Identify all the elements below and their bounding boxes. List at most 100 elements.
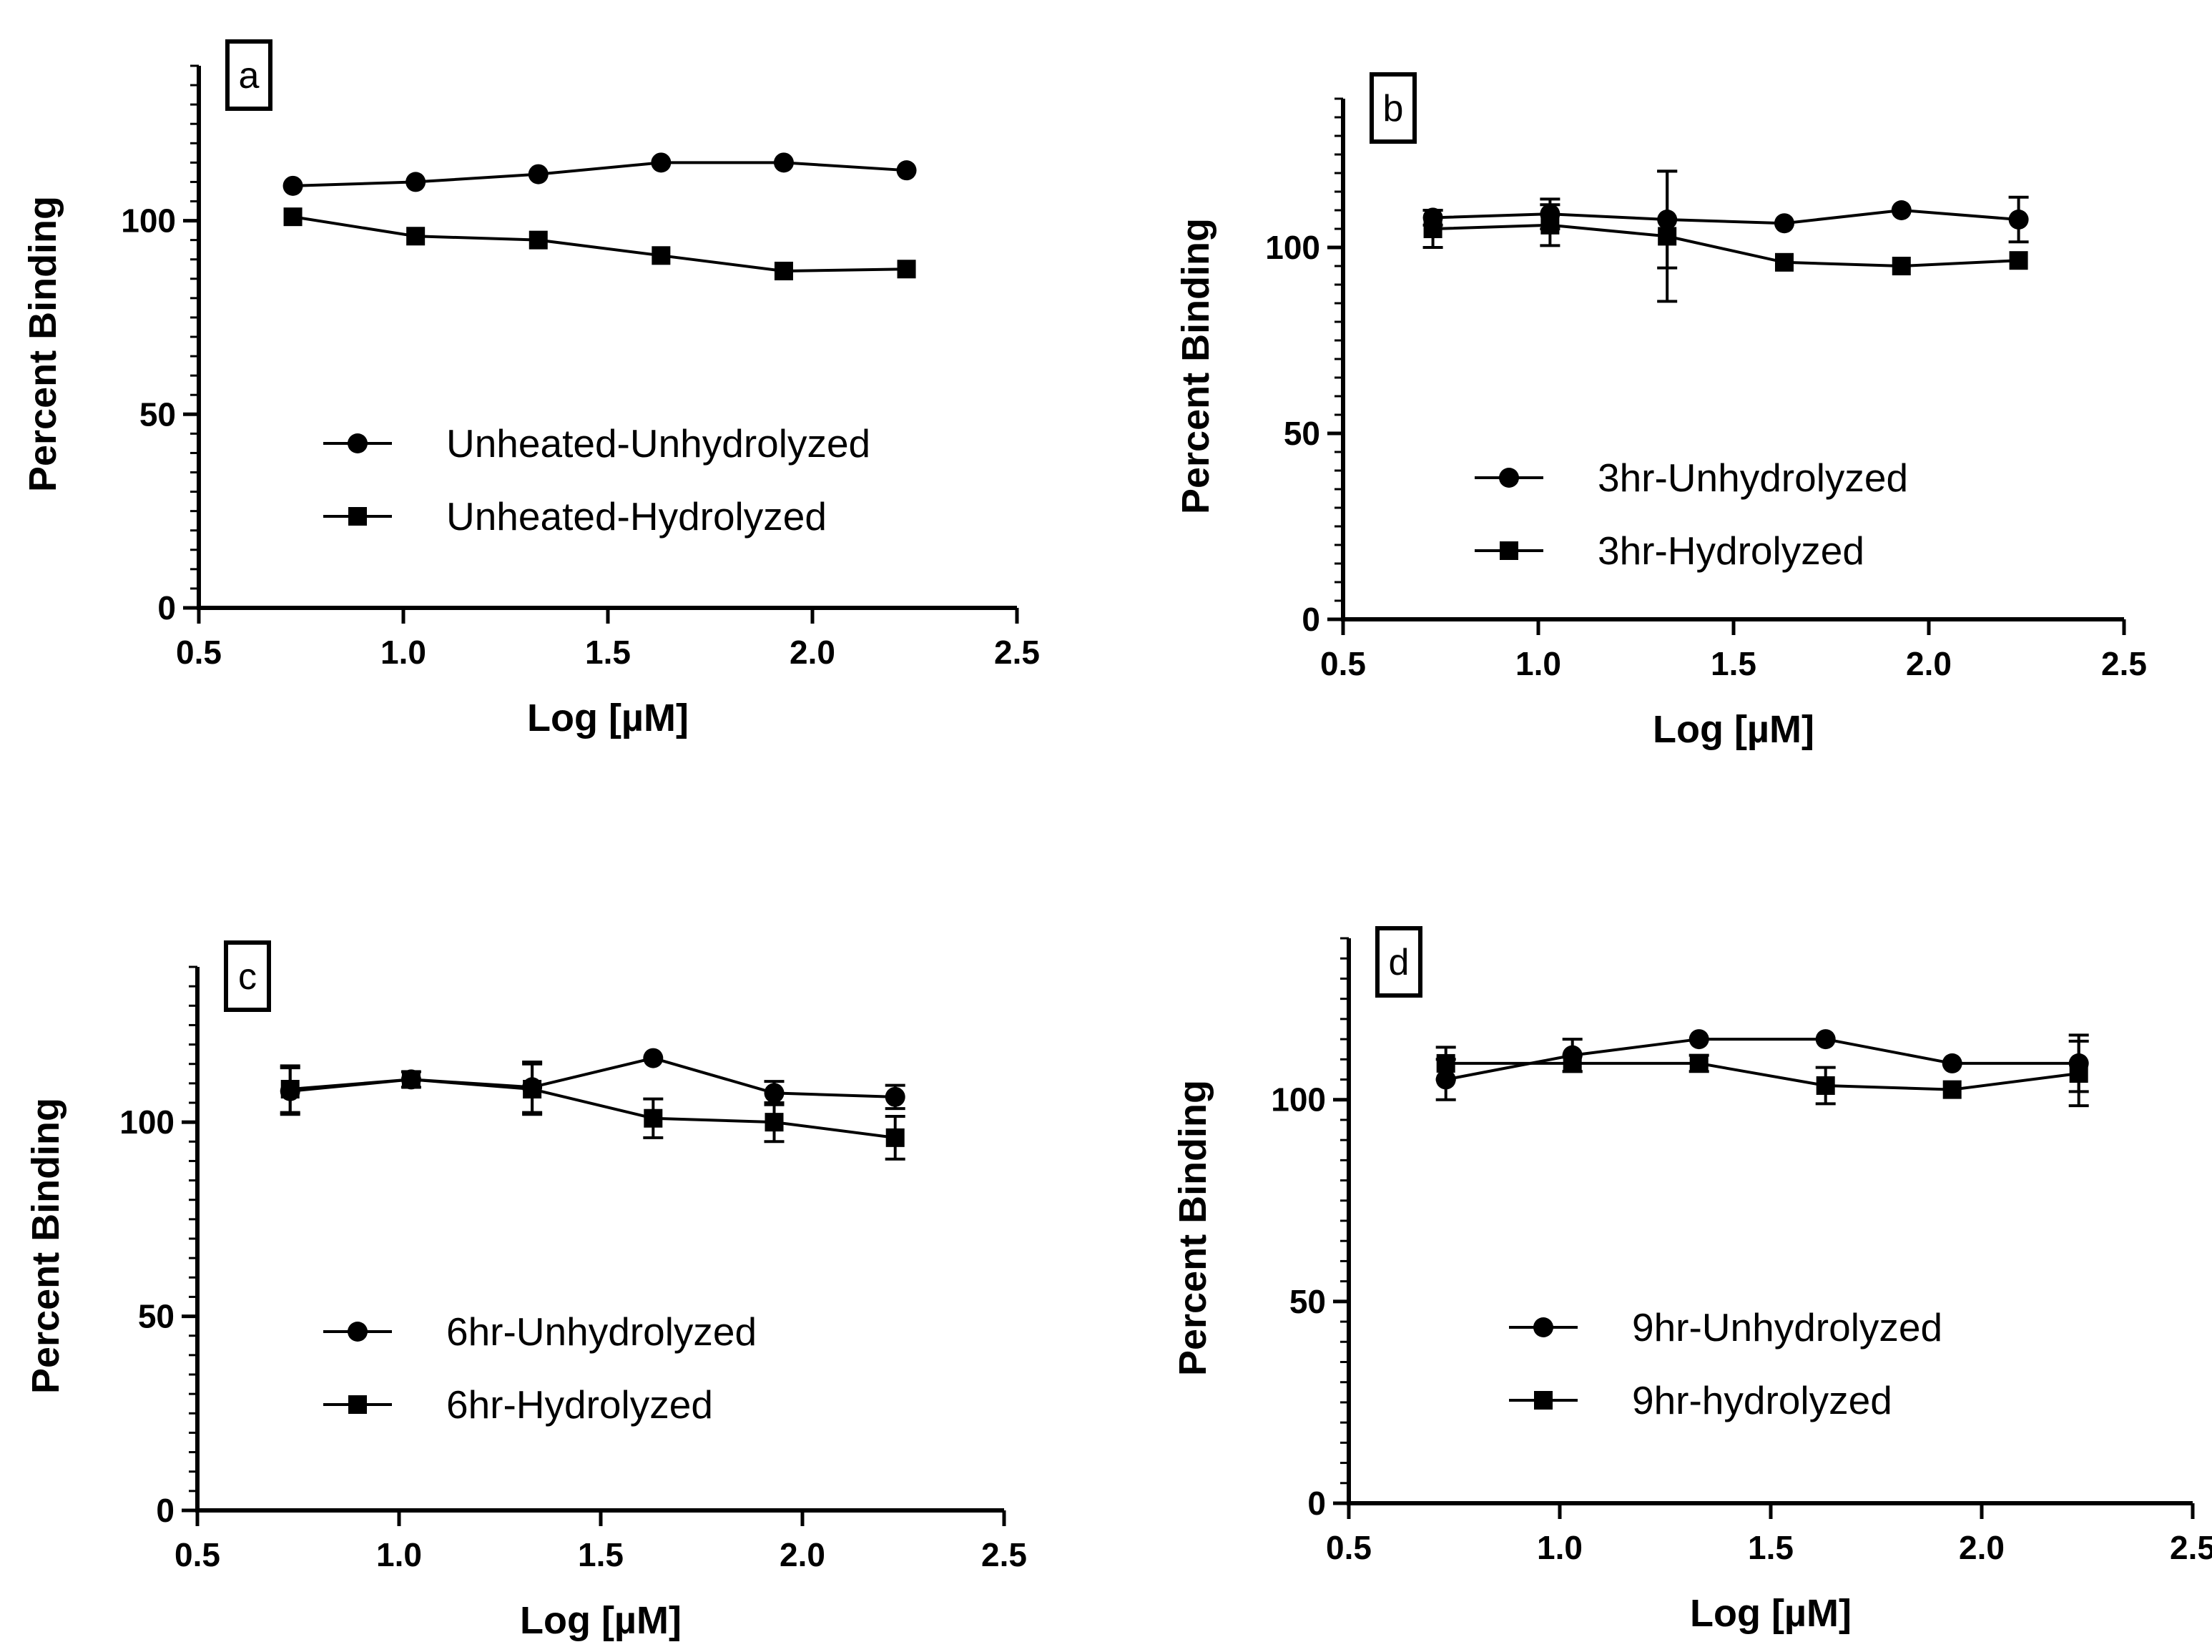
x-tick-label: 1.0 — [376, 1536, 422, 1573]
legend-square-marker — [348, 507, 367, 526]
legend-label: 9hr-Unhydrolyzed — [1632, 1305, 1942, 1349]
data-point — [1689, 1029, 1709, 1050]
x-tick-label: 0.5 — [176, 634, 222, 671]
data-point — [885, 1128, 905, 1147]
y-tick-label: 100 — [1271, 1081, 1326, 1118]
legend-entry: 3hr-Unhydrolyzed — [1475, 456, 1908, 500]
panel-label: a — [239, 55, 260, 97]
data-point — [1774, 252, 1794, 272]
x-tick-label: 2.0 — [790, 634, 835, 671]
legend-entry: 6hr-Unhydrolyzed — [323, 1309, 757, 1354]
y-tick-label: 100 — [1265, 229, 1320, 266]
legend-square-marker — [1500, 541, 1518, 560]
data-point — [652, 246, 671, 265]
x-tick-label: 1.0 — [380, 634, 426, 671]
legend-label: 6hr-Hydrolyzed — [446, 1382, 713, 1427]
y-tick-label: 0 — [156, 1492, 174, 1529]
x-axis-title: Log [µM] — [1690, 1592, 1852, 1635]
panel-label-box — [1375, 926, 1422, 998]
x-axis-title: Log [µM] — [1653, 708, 1814, 751]
legend-label: Unheated-Unhydrolyzed — [446, 421, 870, 466]
panel-label: b — [1383, 88, 1404, 129]
series-unhydrolyzed — [1422, 169, 2029, 270]
series-line — [293, 215, 907, 272]
data-point — [897, 260, 916, 279]
data-point — [1942, 1053, 1962, 1073]
series-line — [293, 161, 907, 187]
series-line — [1445, 1038, 2079, 1081]
data-point — [1891, 200, 1912, 220]
chart-panel-a: 0 50 100 0.5 1.0 1.5 2.0 2.5 Log [µM] Percent Bin… — [21, 39, 1040, 739]
data-point — [405, 172, 426, 192]
x-tick-label: 0.5 — [1320, 645, 1366, 682]
legend-circle-marker — [1533, 1317, 1553, 1337]
data-point — [283, 207, 303, 227]
legend-circle-marker — [1499, 468, 1519, 488]
y-tick-label: 100 — [119, 1103, 174, 1141]
data-point — [1816, 1076, 1835, 1095]
y-axis-title: Percent Binding — [1171, 1080, 1214, 1376]
series-line — [1445, 1061, 2079, 1091]
x-tick-label: 2.0 — [780, 1536, 825, 1573]
data-point — [529, 230, 548, 250]
data-point — [1658, 227, 1677, 246]
series-line — [1432, 223, 2019, 268]
data-point — [1815, 1029, 1836, 1050]
data-point — [1892, 257, 1911, 275]
data-point — [1540, 215, 1560, 235]
legend-circle-marker — [348, 1322, 368, 1342]
x-tick-label: 1.5 — [1748, 1529, 1794, 1566]
x-tick-label: 1.5 — [1711, 645, 1756, 682]
y-tick-label: 50 — [138, 1298, 174, 1335]
y-tick-label: 50 — [1284, 415, 1320, 452]
y-tick-label: 0 — [1302, 601, 1320, 638]
legend-label: 3hr-Hydrolyzed — [1598, 528, 1864, 573]
data-point — [2008, 210, 2029, 230]
x-tick-label: 2.5 — [2101, 645, 2147, 682]
data-point — [896, 160, 917, 181]
x-tick-label: 1.0 — [1515, 645, 1561, 682]
data-point — [643, 1048, 664, 1068]
x-tick-label: 1.5 — [585, 634, 631, 671]
y-tick-label: 0 — [157, 589, 176, 626]
data-point — [528, 164, 549, 185]
x-tick-label: 2.5 — [994, 634, 1040, 671]
data-point — [280, 1080, 300, 1098]
y-tick-label: 50 — [139, 395, 176, 433]
data-point — [644, 1108, 663, 1128]
legend-entry: 9hr-Unhydrolyzed — [1509, 1305, 1942, 1349]
legend-entry: 6hr-Hydrolyzed — [323, 1382, 713, 1427]
chart-panel-c: 0 50 100 0.5 1.0 1.5 2.0 2.5 Log [µM] Percent Bin… — [24, 940, 1027, 1642]
data-point — [1563, 1053, 1582, 1073]
series-hydrolyzed — [1435, 1039, 2089, 1108]
data-point — [1436, 1053, 1455, 1073]
legend-label: 6hr-Unhydrolyzed — [446, 1309, 757, 1354]
x-tick-label: 0.5 — [1326, 1529, 1372, 1566]
data-point — [774, 261, 793, 280]
data-point — [282, 175, 303, 196]
data-point — [764, 1083, 785, 1103]
legend-label: 3hr-Unhydrolyzed — [1598, 456, 1908, 500]
x-tick-label: 1.5 — [578, 1536, 624, 1573]
data-point — [651, 152, 672, 173]
legend-square-marker — [1534, 1391, 1553, 1410]
chart-panel-d: 0 50 100 0.5 1.0 1.5 2.0 2.5 Log [µM] Percent Bin… — [1171, 926, 2212, 1635]
y-tick-label: 100 — [121, 202, 176, 240]
x-axis-title: Log [µM] — [520, 1599, 682, 1642]
panel-label-box — [224, 940, 271, 1012]
data-point — [401, 1070, 421, 1089]
y-axis-title: Percent Binding — [1174, 218, 1217, 514]
series-hydrolyzed — [283, 207, 916, 280]
x-tick-label: 1.0 — [1537, 1529, 1583, 1566]
panel-label: d — [1389, 942, 1410, 983]
x-tick-label: 2.5 — [2170, 1529, 2212, 1566]
data-point — [765, 1113, 784, 1132]
y-axis-title: Percent Binding — [24, 1098, 67, 1394]
data-point — [523, 1080, 542, 1098]
y-tick-label: 0 — [1307, 1485, 1326, 1522]
data-point — [1423, 220, 1442, 238]
data-point — [1689, 1053, 1709, 1073]
legend-circle-marker — [348, 433, 368, 453]
y-axis-title: Percent Binding — [21, 196, 64, 492]
